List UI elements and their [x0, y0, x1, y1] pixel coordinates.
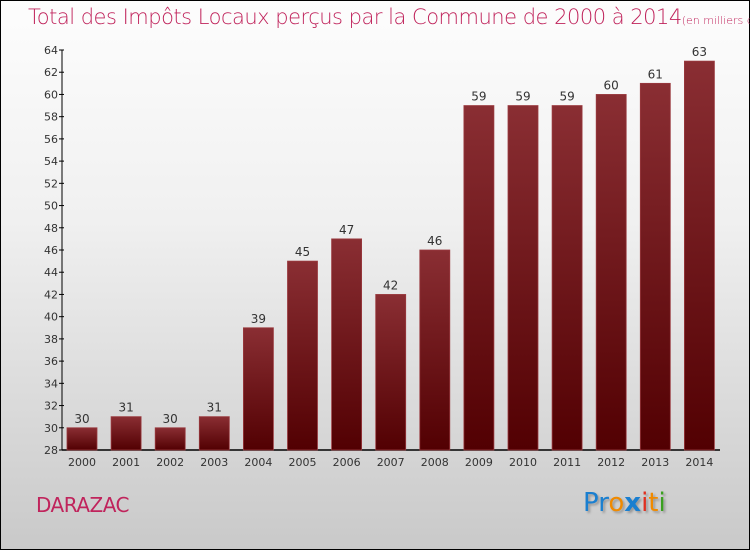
title-text: Total des Impôts Locaux perçus par la Co…: [28, 5, 682, 29]
logo-letter: i: [641, 488, 649, 518]
bar: [639, 82, 671, 451]
data-label: 46: [427, 234, 442, 248]
y-tick-label: 34: [44, 377, 58, 390]
data-label: 31: [118, 401, 133, 415]
chart-title: Total des Impôts Locaux perçus par la Co…: [28, 5, 750, 29]
data-label: 59: [515, 90, 530, 104]
bar: [66, 427, 98, 451]
x-tick-label: 2005: [289, 456, 317, 469]
x-tick-label: 2014: [685, 456, 713, 469]
data-label: 63: [692, 45, 707, 59]
proxiti-logo: Proxiti: [583, 488, 666, 518]
x-tick-label: 2002: [156, 456, 184, 469]
y-tick-label: 42: [44, 288, 58, 301]
bar: [154, 427, 186, 451]
bar: [419, 249, 451, 451]
data-label: 30: [74, 412, 89, 426]
data-label: 30: [163, 412, 178, 426]
bar: [684, 60, 715, 451]
data-label: 45: [295, 245, 310, 259]
y-tick-label: 36: [44, 355, 58, 368]
bar: [507, 105, 539, 451]
bar: [375, 294, 407, 451]
x-tick-label: 2003: [200, 456, 228, 469]
logo-letter: x: [624, 488, 642, 518]
data-label: 59: [559, 90, 574, 104]
y-tick-label: 30: [44, 422, 58, 435]
x-tick-label: 2013: [641, 456, 669, 469]
x-tick-label: 2006: [333, 456, 361, 469]
data-label: 59: [471, 90, 486, 104]
y-tick-label: 38: [44, 333, 58, 346]
data-label: 60: [604, 78, 619, 92]
x-tick-label: 2010: [509, 456, 537, 469]
logo-letter: P: [583, 488, 599, 518]
bar: [551, 105, 583, 451]
x-tick-label: 2011: [553, 456, 581, 469]
y-tick-label: 46: [44, 244, 58, 257]
bar: [110, 416, 142, 451]
data-label: 47: [339, 223, 354, 237]
y-tick-label: 50: [44, 200, 58, 213]
x-tick-label: 2012: [597, 456, 625, 469]
logo-letter: r: [598, 488, 609, 518]
data-label: 61: [648, 67, 663, 81]
y-tick-label: 40: [44, 311, 58, 324]
logo-letter: t: [648, 488, 659, 518]
bar: [287, 260, 318, 451]
y-tick-label: 48: [44, 222, 58, 235]
y-tick-label: 32: [44, 400, 58, 413]
y-tick-label: 54: [44, 155, 58, 168]
commune-name: DARAZAC: [36, 493, 130, 517]
x-tick-label: 2009: [465, 456, 493, 469]
bar: [463, 105, 495, 451]
y-tick-label: 58: [44, 111, 58, 124]
y-tick-label: 62: [44, 66, 58, 79]
bar: [198, 416, 230, 451]
logo-letter: o: [608, 488, 625, 518]
x-tick-label: 2001: [112, 456, 140, 469]
logo-letter: i: [658, 488, 666, 518]
data-label: 39: [251, 312, 266, 326]
bar: [331, 238, 363, 451]
y-tick-label: 44: [44, 266, 58, 279]
subtitle-text: (en milliers d'€): [681, 14, 750, 27]
y-tick-label: 64: [44, 44, 58, 57]
x-tick-label: 2004: [244, 456, 272, 469]
x-tick-label: 2000: [68, 456, 96, 469]
y-tick-label: 28: [44, 444, 58, 457]
x-tick-label: 2008: [421, 456, 449, 469]
y-tick-label: 60: [44, 88, 58, 101]
y-tick-label: 52: [44, 177, 58, 190]
data-label: 42: [383, 278, 398, 292]
bar: [242, 327, 274, 451]
x-tick-label: 2007: [377, 456, 405, 469]
y-tick-label: 56: [44, 133, 58, 146]
bar: [595, 94, 627, 451]
data-label: 31: [207, 401, 222, 415]
